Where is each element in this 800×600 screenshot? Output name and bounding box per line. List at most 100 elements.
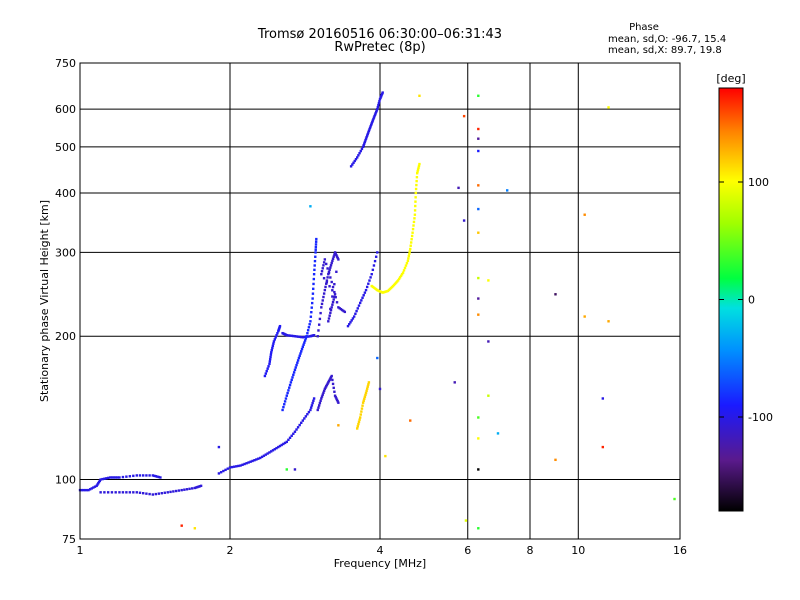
echo-point [349, 321, 352, 324]
phase-stats-x: mean, sd,X: 89.7, 19.8 [608, 45, 722, 56]
echo-point [138, 474, 142, 477]
echo-point [282, 442, 285, 446]
echo-point [320, 273, 323, 276]
echo-point [300, 350, 303, 353]
echo-point [369, 123, 373, 127]
echo-point [329, 266, 332, 269]
echo-point [343, 310, 347, 314]
echo-point [363, 395, 367, 399]
echo-point [415, 183, 418, 187]
echo-point [370, 122, 373, 125]
echo-point [183, 488, 186, 491]
echo-point [352, 161, 355, 164]
echo-point [400, 273, 404, 276]
echo-point [125, 475, 128, 478]
echo-point [331, 378, 334, 382]
echo-point [268, 362, 271, 366]
echo-point [110, 476, 114, 479]
echo-point [135, 474, 138, 477]
echo-point [367, 381, 371, 384]
echo-point [410, 234, 414, 238]
echo-point [298, 354, 301, 357]
echo-point [300, 335, 303, 339]
echo-point [329, 308, 333, 312]
echo-point [376, 105, 380, 109]
echo-point [418, 94, 421, 97]
echo-point [351, 317, 355, 320]
echo-point [346, 324, 350, 328]
echo-point [85, 488, 88, 492]
echo-point [80, 488, 83, 492]
echo-point [477, 416, 480, 419]
echo-point [325, 282, 328, 285]
echo-point [341, 308, 344, 312]
echo-point [332, 255, 335, 258]
echo-point [381, 91, 384, 94]
echo-point [418, 162, 421, 166]
echo-point [118, 491, 121, 494]
echo-point [366, 385, 369, 388]
echo-point [348, 323, 351, 326]
echo-point [364, 139, 367, 142]
echo-point [334, 395, 337, 399]
echo-point [109, 476, 112, 479]
echo-point [363, 397, 366, 401]
echo-point [313, 268, 316, 272]
echo-point [407, 254, 411, 258]
echo-point [88, 488, 92, 491]
echo-point [310, 310, 313, 314]
colorbar-label: [deg] [716, 72, 745, 85]
echo-point [360, 410, 363, 413]
y-tick-label: 300 [55, 246, 76, 259]
echo-point [132, 474, 135, 478]
echo-point [322, 277, 326, 280]
y-tick-label: 500 [55, 141, 76, 154]
echo-point [414, 187, 418, 191]
echo-point [329, 264, 333, 267]
echo-point [128, 491, 132, 494]
echo-point [320, 397, 323, 400]
echo-point [309, 406, 313, 409]
echo-point [331, 285, 335, 289]
echo-point [477, 313, 480, 316]
echo-point [83, 488, 87, 492]
echo-point [303, 339, 307, 342]
echo-point [411, 227, 415, 231]
echo-point [364, 288, 368, 292]
echo-point [304, 415, 308, 418]
echo-point [230, 465, 234, 469]
echo-point [406, 259, 410, 263]
echo-point [306, 332, 309, 335]
echo-point [153, 474, 156, 478]
echo-point [191, 487, 194, 490]
echo-point [335, 301, 339, 304]
echo-point [355, 309, 358, 313]
echo-point [260, 455, 264, 459]
echo-point [335, 255, 339, 258]
echo-point [583, 315, 586, 318]
echo-point [411, 231, 414, 234]
echo-point [361, 401, 365, 404]
echo-point [317, 329, 320, 332]
echo-point [287, 389, 290, 392]
echo-point [371, 268, 375, 272]
echo-point [399, 274, 403, 277]
echo-point [329, 276, 332, 279]
echo-point [477, 297, 480, 300]
echo-point [317, 404, 321, 407]
echo-point [370, 273, 373, 276]
echo-point [326, 276, 329, 279]
echo-point [235, 465, 238, 468]
echo-point [151, 474, 155, 477]
echo-point [333, 293, 337, 296]
echo-point [97, 480, 101, 484]
echo-point [332, 298, 335, 301]
echo-point [132, 491, 135, 494]
echo-point [365, 285, 369, 289]
echo-point [377, 103, 380, 107]
echo-point [310, 306, 313, 309]
echo-point [285, 334, 288, 337]
echo-point [369, 276, 372, 279]
echo-point [296, 361, 299, 364]
echo-point [307, 335, 311, 338]
